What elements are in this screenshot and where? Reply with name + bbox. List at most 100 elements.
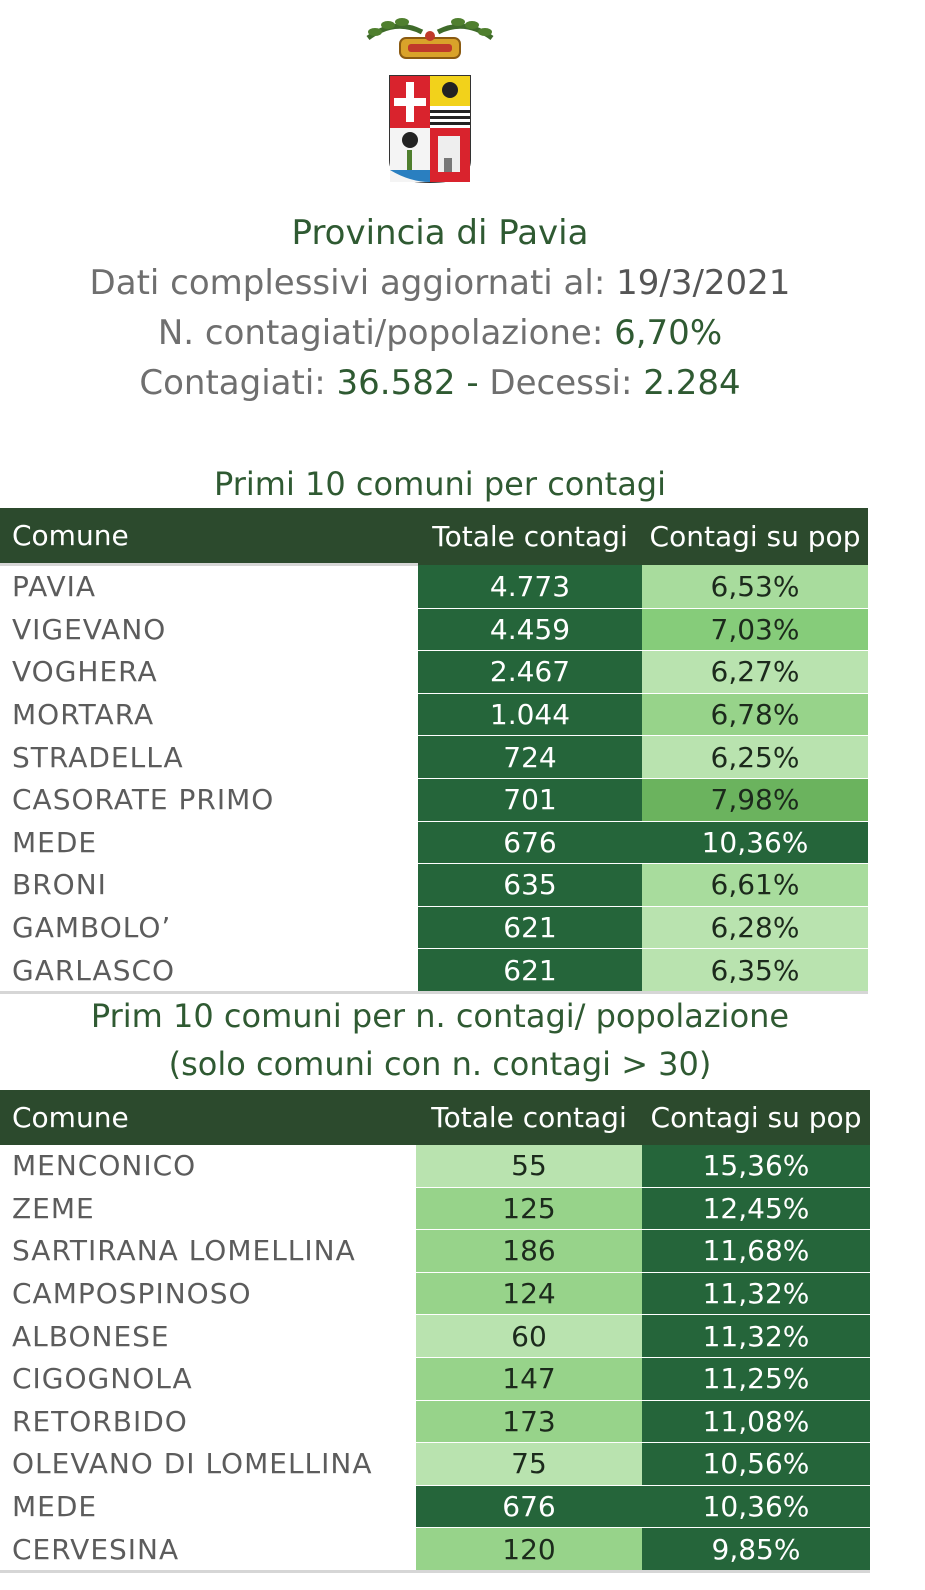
comune-cell: MENCONICO (0, 1145, 416, 1188)
column-header-comune: Comune (0, 508, 418, 566)
contagi-su-pop-cell: 7,03% (642, 608, 868, 652)
totale-contagi-cell: 147 (416, 1357, 642, 1401)
column-header-totale: Totale contagi (418, 508, 642, 565)
table2-title-line1: Prim 10 comuni per n. contagi/ popolazio… (90, 997, 790, 1035)
table-row: CIGOGNOLA 147 11,25% (0, 1357, 870, 1401)
contagi-su-pop-cell: 6,61% (642, 863, 868, 907)
contagi-su-pop-cell: 11,32% (642, 1272, 870, 1316)
totale-contagi-cell: 120 (416, 1527, 642, 1573)
contagi-su-pop-cell: 6,25% (642, 735, 868, 779)
column-header-pop: Contagi su pop (642, 1090, 870, 1145)
totale-contagi-cell: 2.467 (418, 650, 642, 694)
comune-cell: PAVIA (0, 564, 418, 609)
table-header-row: Comune Totale contagi Contagi su pop (0, 508, 868, 566)
totale-contagi-cell: 635 (418, 863, 642, 907)
comune-cell: GARLASCO (0, 948, 418, 994)
totale-contagi-cell: 4.459 (418, 608, 642, 652)
table-row: SARTIRANA LOMELLINA 186 11,68% (0, 1229, 870, 1273)
table-row: MORTARA 1.044 6,78% (0, 693, 868, 737)
contagi-su-pop-cell: 12,45% (642, 1187, 870, 1231)
contagi-su-pop-cell: 7,98% (642, 778, 868, 822)
column-header-comune: Comune (0, 1090, 416, 1145)
table-row: MEDE 676 10,36% (0, 1485, 870, 1529)
contagi-su-pop-cell: 10,36% (642, 821, 868, 865)
contagi-su-pop-cell: 11,25% (642, 1357, 870, 1401)
totale-contagi-cell: 676 (418, 821, 642, 865)
comune-cell: SARTIRANA LOMELLINA (0, 1229, 416, 1273)
table-row: PAVIA 4.773 6,53% (0, 564, 868, 609)
totals-line: Contagiati: 36.582 - Decessi: 2.284 (0, 358, 880, 408)
contagi-su-pop-cell: 6,78% (642, 693, 868, 737)
table1-title: Primi 10 comuni per contagi (213, 465, 666, 503)
totale-contagi-cell: 1.044 (418, 693, 642, 737)
comune-cell: CIGOGNOLA (0, 1357, 416, 1401)
ratio-value: 6,70% (614, 313, 723, 353)
contagi-su-pop-cell: 11,08% (642, 1400, 870, 1444)
contagi-su-pop-cell: 10,56% (642, 1442, 870, 1486)
table-header-row: Comune Totale contagi Contagi su pop (0, 1090, 870, 1145)
comune-cell: MEDE (0, 1485, 416, 1529)
totale-contagi-cell: 621 (418, 906, 642, 950)
totale-contagi-cell: 724 (418, 735, 642, 779)
totale-contagi-cell: 4.773 (418, 564, 642, 609)
contagi-su-pop-cell: 10,36% (642, 1485, 870, 1529)
comune-cell: CASORATE PRIMO (0, 778, 418, 822)
deaths-label: Decessi: (489, 363, 633, 403)
contagi-su-pop-cell: 15,36% (642, 1145, 870, 1188)
contagi-su-pop-cell: 6,35% (642, 948, 868, 994)
column-header-totale: Totale contagi (416, 1090, 642, 1145)
comune-cell: MORTARA (0, 693, 418, 737)
totale-contagi-cell: 75 (416, 1442, 642, 1486)
table-row: GARLASCO 621 6,35% (0, 948, 868, 994)
updated-date: 19/3/2021 (616, 263, 791, 303)
comune-cell: ALBONESE (0, 1314, 416, 1358)
coat-of-arms-icon (366, 18, 494, 184)
comune-cell: VOGHERA (0, 650, 418, 694)
comune-cell: ZEME (0, 1187, 416, 1231)
table-row: ZEME 125 12,45% (0, 1187, 870, 1231)
contagi-su-pop-cell: 6,28% (642, 906, 868, 950)
table-row: GAMBOLO’ 621 6,28% (0, 906, 868, 950)
contagi-su-pop-cell: 11,32% (642, 1314, 870, 1358)
table-row: CAMPOSPINOSO 124 11,32% (0, 1272, 870, 1316)
table-row: MENCONICO 55 15,36% (0, 1145, 870, 1188)
updated-label: Dati complessivi aggiornati al: (89, 263, 606, 303)
totale-contagi-cell: 621 (418, 948, 642, 994)
table-row: CERVESINA 120 9,85% (0, 1527, 870, 1573)
contagi-su-pop-cell: 9,85% (642, 1527, 870, 1573)
ratio-label: N. contagiati/popolazione: (157, 313, 604, 353)
totale-contagi-cell: 55 (416, 1145, 642, 1188)
contagi-su-pop-cell: 6,27% (642, 650, 868, 694)
table-row: BRONI 635 6,61% (0, 863, 868, 907)
deaths-value: 2.284 (643, 363, 741, 403)
totale-contagi-cell: 701 (418, 778, 642, 822)
table-row: RETORBIDO 173 11,08% (0, 1400, 870, 1444)
updated-line: Dati complessivi aggiornati al: 19/3/202… (0, 258, 880, 308)
table-row: OLEVANO DI LOMELLINA 75 10,56% (0, 1442, 870, 1486)
contagi-su-pop-cell: 6,53% (642, 564, 868, 609)
comune-cell: RETORBIDO (0, 1400, 416, 1444)
table2-title-line2: (solo comuni con n. contagi > 30) (168, 1045, 712, 1083)
totale-contagi-cell: 125 (416, 1187, 642, 1231)
totale-contagi-cell: 60 (416, 1314, 642, 1358)
page-title: Provincia di Pavia (291, 213, 589, 253)
comune-cell: CAMPOSPINOSO (0, 1272, 416, 1316)
comune-cell: CERVESINA (0, 1527, 416, 1573)
comune-cell: GAMBOLO’ (0, 906, 418, 950)
table-row: VOGHERA 2.467 6,27% (0, 650, 868, 694)
infected-label: Contagiati: (139, 363, 326, 403)
comune-cell: BRONI (0, 863, 418, 907)
contagi-su-pop-cell: 11,68% (642, 1229, 870, 1273)
totale-contagi-cell: 173 (416, 1400, 642, 1444)
table-row: CASORATE PRIMO 701 7,98% (0, 778, 868, 822)
column-header-pop: Contagi su pop (642, 508, 868, 565)
comune-cell: STRADELLA (0, 735, 418, 779)
table-row: ALBONESE 60 11,32% (0, 1314, 870, 1358)
infected-value: 36.582 (336, 363, 456, 403)
comune-cell: MEDE (0, 821, 418, 865)
top-ratio-table: Comune Totale contagi Contagi su pop MEN… (0, 1090, 870, 1573)
top-infections-table: Comune Totale contagi Contagi su pop PAV… (0, 508, 868, 994)
comune-cell: OLEVANO DI LOMELLINA (0, 1442, 416, 1486)
table-row: STRADELLA 724 6,25% (0, 735, 868, 779)
comune-cell: VIGEVANO (0, 608, 418, 652)
